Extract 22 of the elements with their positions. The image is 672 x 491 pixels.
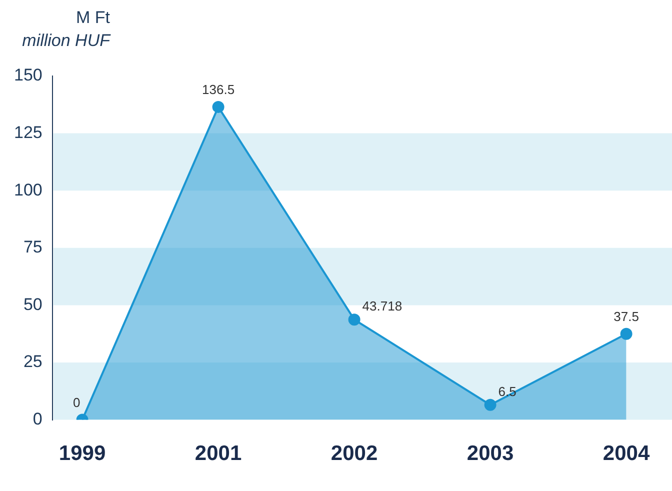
y-tick-label: 50 [23,294,42,314]
y-tick-label: 75 [23,238,42,257]
data-label: 43.718 [362,298,402,314]
x-tick-label: 2003 [466,442,514,466]
y-tick-label: 150 [14,66,42,85]
y-tick-label: 125 [14,122,42,142]
point [348,314,360,326]
point [484,398,496,411]
point [212,100,224,113]
x-tick-label: 2001 [194,442,242,466]
data-label: 6.5 [498,384,516,399]
x-tick-label: 2004 [602,442,650,466]
point [620,328,632,340]
data-label: 0 [73,394,80,410]
x-tick-label: 2002 [330,442,378,466]
y-tick-label: 100 [14,180,42,200]
data-label: 37.5 [614,308,639,324]
x-tick-label: 1999 [58,442,106,466]
y-axis-title: M Ft million HUF [22,7,110,52]
y-tick-label: 0 [32,409,42,428]
data-label: 136.5 [202,82,235,98]
y-tick-label: 25 [23,352,42,372]
